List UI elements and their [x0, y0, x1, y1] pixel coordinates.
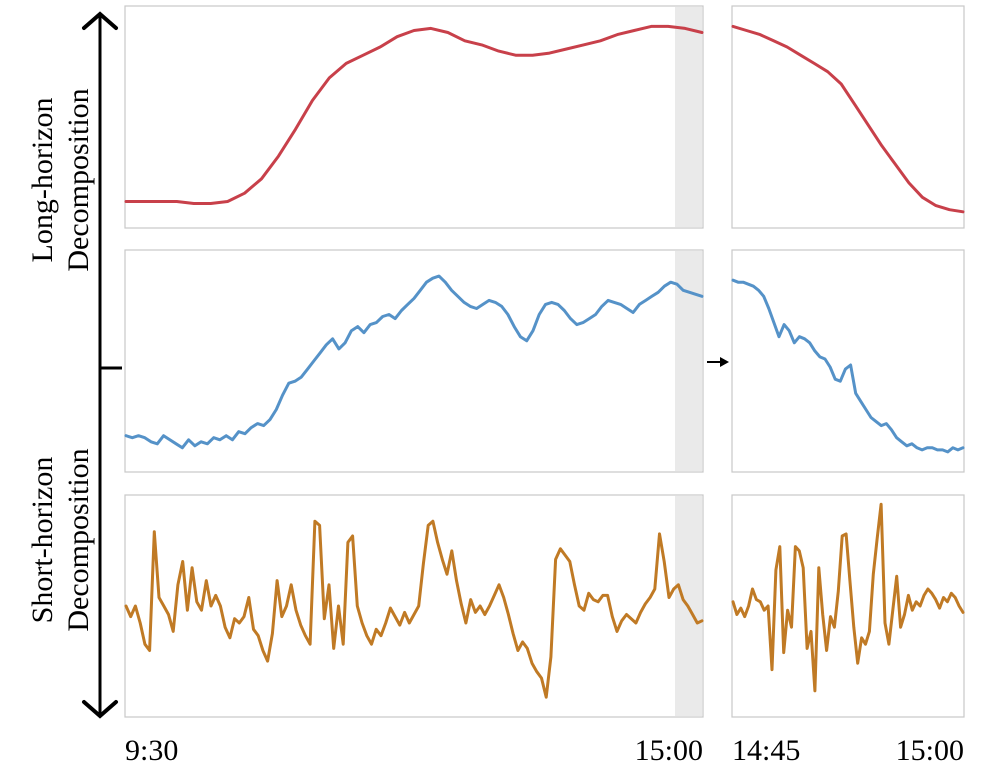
series-mid-forecast-line	[731, 278, 965, 454]
x-tick-history-start: 9:30	[125, 734, 178, 767]
series-short-history-line	[124, 519, 704, 699]
overlap-shade-long	[675, 7, 702, 227]
series-mid-history-line	[124, 274, 704, 450]
forecast-arrow	[707, 357, 729, 367]
series-short-forecast-line	[731, 502, 965, 693]
panel-short-forecast	[731, 494, 965, 718]
horizon-axis	[82, 11, 122, 719]
panel-long-history	[124, 5, 704, 229]
x-tick-forecast-start: 14:45	[732, 734, 800, 767]
x-tick-history-end: 15:00	[635, 734, 703, 767]
long-horizon-label-line2: Decomposition	[62, 88, 95, 271]
panel-long-forecast	[731, 5, 965, 229]
overlap-shade-mid	[675, 251, 702, 471]
short-horizon-label-line2: Decomposition	[62, 448, 95, 631]
panel-mid-history	[124, 249, 704, 473]
short-horizon-label-line1: Short-horizon	[26, 457, 59, 624]
panel-mid-forecast	[731, 249, 965, 473]
long-horizon-label-line1: Long-horizon	[26, 98, 59, 263]
x-tick-forecast-end: 15:00	[896, 734, 964, 767]
series-long-forecast-line	[731, 24, 965, 214]
series-long-history-line	[124, 24, 704, 205]
